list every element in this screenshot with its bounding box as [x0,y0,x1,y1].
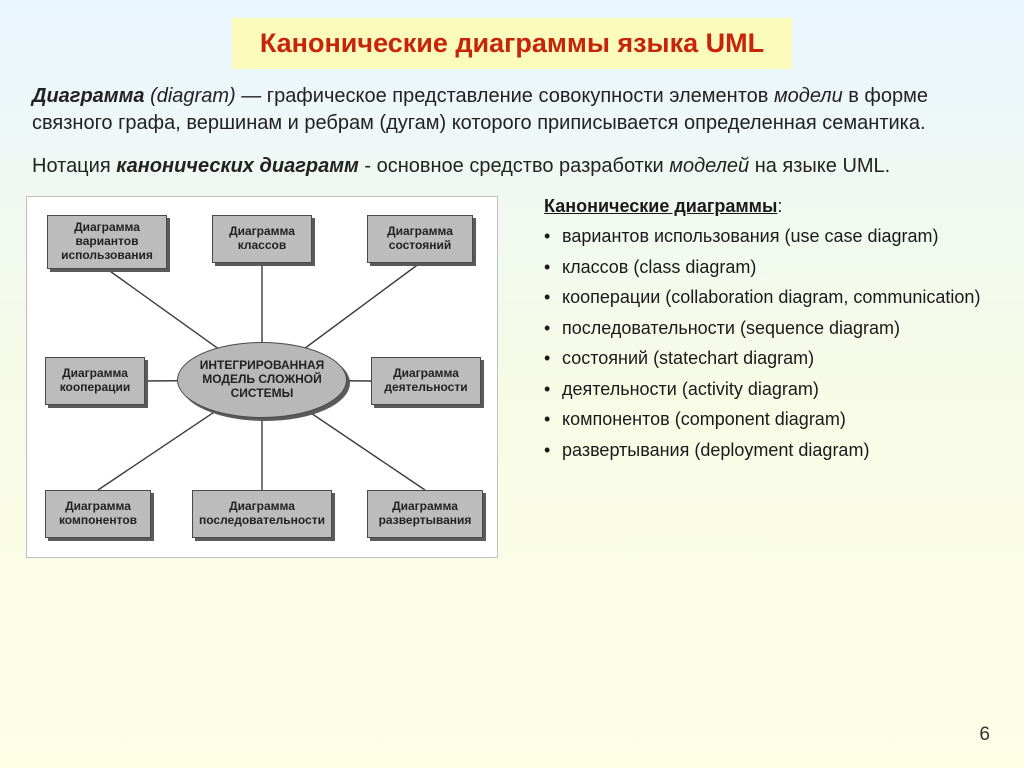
page-number: 6 [979,724,990,746]
definition-paragraph: Диаграмма (diagram) — графическое предст… [32,83,992,137]
term-diagram-en: (diagram) [145,85,236,107]
list-title-colon: : [777,196,782,216]
list-title-line: Канонические диаграммы: [520,196,998,217]
term-models: моделей [669,155,749,177]
list-item: деятельности (activity diagram) [544,378,998,401]
list-item: развертывания (deployment diagram) [544,439,998,462]
list-item: классов (class diagram) [544,256,998,279]
term-model: модели [774,85,843,107]
list-item: состояний (statechart diagram) [544,347,998,370]
list-item: вариантов использования (use case diagra… [544,225,998,248]
diagram-list-side: Канонические диаграммы: вариантов исполь… [520,196,998,469]
list-item: кооперации (collaboration diagram, commu… [544,286,998,309]
para2-mid: - основное средство разработки [359,155,669,177]
title-box: Канонические диаграммы языка UML [232,18,792,69]
para1-mid: — графическое представление совокупности… [236,85,774,107]
diagram-node-activity: Диаграмма деятельности [371,357,481,405]
term-canonical: канонических диаграмм [116,155,359,177]
diagram-node-usecase: Диаграмма вариантов использования [47,215,167,269]
diagram-types-list: вариантов использования (use case diagra… [520,225,998,461]
notation-paragraph: Нотация канонических диаграмм - основное… [32,153,992,180]
content-row: ИНТЕГРИРОВАННАЯ МОДЕЛЬ СЛОЖНОЙ СИСТЕМЫ Ди… [26,196,998,558]
diagram-node-seq: Диаграмма последовательности [192,490,332,538]
diagram-node-comp: Диаграмма компонентов [45,490,151,538]
term-diagram-ru: Диаграмма [32,85,145,107]
uml-diagram: ИНТЕГРИРОВАННАЯ МОДЕЛЬ СЛОЖНОЙ СИСТЕМЫ Ди… [26,196,498,558]
slide: Канонические диаграммы языка UML Диаграм… [0,0,1024,768]
para2-tail: на языке UML. [749,155,890,177]
list-item: компонентов (component diagram) [544,408,998,431]
list-item: последовательности (sequence diagram) [544,317,998,340]
list-title: Канонические диаграммы [544,196,777,216]
diagram-node-deploy: Диаграмма развертывания [367,490,483,538]
diagram-node-class: Диаграмма классов [212,215,312,263]
para2-pre: Нотация [32,155,116,177]
diagram-node-collab: Диаграмма кооперации [45,357,145,405]
slide-title: Канонические диаграммы языка UML [260,28,764,59]
diagram-center-node: ИНТЕГРИРОВАННАЯ МОДЕЛЬ СЛОЖНОЙ СИСТЕМЫ [177,342,347,418]
diagram-node-state: Диаграмма состояний [367,215,473,263]
